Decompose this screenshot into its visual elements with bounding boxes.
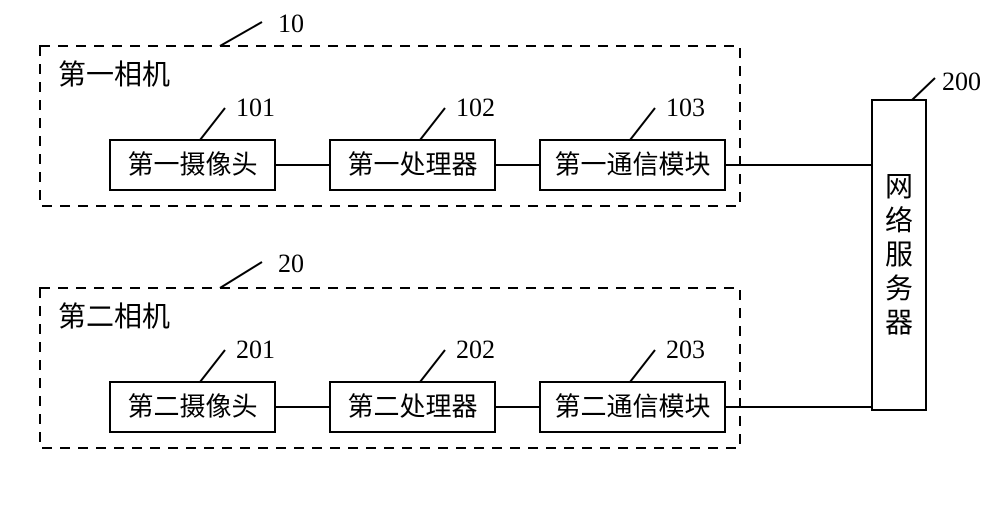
n201-label: 第二摄像头 bbox=[127, 393, 257, 422]
group2-ref: 20 bbox=[278, 249, 304, 278]
n102-ref: 102 bbox=[456, 93, 495, 122]
group1-callout-line bbox=[220, 22, 262, 46]
n201-callout-line bbox=[200, 350, 225, 382]
n103-callout-line bbox=[630, 108, 655, 140]
n101-ref: 101 bbox=[236, 93, 275, 122]
n102-callout-line bbox=[420, 108, 445, 140]
n201-ref: 201 bbox=[236, 335, 275, 364]
group1-title: 第一相机 bbox=[58, 59, 170, 91]
n202-label: 第二处理器 bbox=[347, 393, 477, 422]
n102-label: 第一处理器 bbox=[347, 151, 477, 180]
n101-label: 第一摄像头 bbox=[127, 151, 257, 180]
n202-ref: 202 bbox=[456, 335, 495, 364]
group1-ref: 10 bbox=[278, 9, 304, 38]
n203-callout-line bbox=[630, 350, 655, 382]
server-ref: 200 bbox=[942, 67, 981, 96]
block-diagram: 第一相机 10 第一摄像头 101 第一处理器 102 第一通信模块 103 第二相机 20 第二摄… bbox=[0, 0, 1000, 508]
n203-label: 第二通信模块 bbox=[554, 393, 710, 422]
group2-title: 第二相机 bbox=[58, 301, 170, 333]
n203-ref: 203 bbox=[666, 335, 705, 364]
server-callout-line bbox=[912, 78, 935, 100]
group2-callout-line bbox=[220, 262, 262, 288]
n101-callout-line bbox=[200, 108, 225, 140]
n103-ref: 103 bbox=[666, 93, 705, 122]
server-label: 网络服务器 bbox=[885, 172, 913, 339]
n103-label: 第一通信模块 bbox=[554, 151, 710, 180]
n202-callout-line bbox=[420, 350, 445, 382]
